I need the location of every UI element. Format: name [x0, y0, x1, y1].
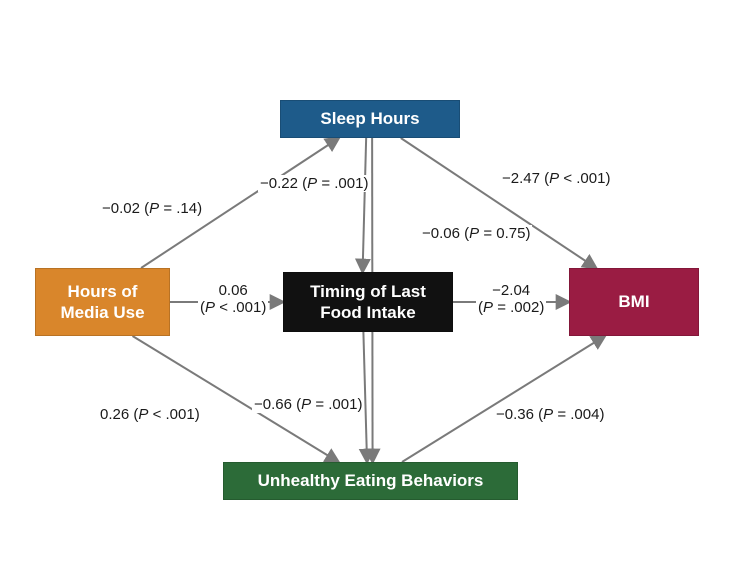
p-val: .001	[232, 299, 261, 316]
coef: −0.02	[102, 200, 140, 217]
p-op: =	[557, 406, 566, 423]
node-media: Hours ofMedia Use	[35, 268, 170, 336]
node-bmi: BMI	[569, 268, 699, 336]
coef: 0.06	[219, 282, 248, 299]
p-val: 0.75	[496, 225, 525, 242]
p-val: .001	[576, 170, 605, 187]
edge-sleep_timing	[363, 138, 367, 272]
edge-label-media_timing: 0.06(P < .001)	[198, 282, 268, 317]
p-val: .001	[328, 396, 357, 413]
p-letter: P	[543, 406, 553, 423]
p-op: =	[483, 225, 492, 242]
edge-label-unhealthy_bmi: −0.36 (P = .004)	[494, 406, 606, 423]
p-val: .001	[166, 406, 195, 423]
p-val: .004	[570, 406, 599, 423]
p-val: .002	[510, 299, 539, 316]
p-op: =	[497, 299, 506, 316]
p-op: =	[321, 175, 330, 192]
p-letter: P	[483, 299, 493, 316]
coef: −0.22	[260, 175, 298, 192]
node-timing: Timing of LastFood Intake	[283, 272, 453, 332]
coef: −0.06	[422, 225, 460, 242]
p-val: .001	[334, 175, 363, 192]
p-letter: P	[149, 200, 159, 217]
p-op: <	[219, 299, 228, 316]
edge-label-media_sleep: −0.02 (P = .14)	[100, 200, 204, 217]
p-op: <	[153, 406, 162, 423]
edge-label-timing_bmi: −2.04(P = .002)	[476, 282, 546, 317]
p-letter: P	[549, 170, 559, 187]
p-op: <	[563, 170, 572, 187]
edge-label-timing_unhealthy: −0.66 (P = .001)	[252, 396, 364, 413]
edge-unhealthy_bmi	[402, 336, 605, 462]
coef: −0.66	[254, 396, 292, 413]
edge-label-sleep_bmi: −2.47 (P < .001)	[500, 170, 612, 187]
coef: −2.47	[502, 170, 540, 187]
edge-label-sleep_unhealthy: −0.06 (P = 0.75)	[420, 225, 532, 242]
p-op: =	[315, 396, 324, 413]
p-letter: P	[205, 299, 215, 316]
node-unhealthy: Unhealthy Eating Behaviors	[223, 462, 518, 500]
p-letter: P	[307, 175, 317, 192]
coef: 0.26	[100, 406, 129, 423]
edge-label-sleep_timing: −0.22 (P = .001)	[258, 175, 370, 192]
p-letter: P	[301, 396, 311, 413]
coef: −2.04	[492, 282, 530, 299]
p-letter: P	[469, 225, 479, 242]
coef: −0.36	[496, 406, 534, 423]
node-sleep: Sleep Hours	[280, 100, 460, 138]
edge-label-media_unhealthy: 0.26 (P < .001)	[98, 406, 202, 423]
p-letter: P	[138, 406, 148, 423]
p-val: .14	[176, 200, 197, 217]
p-op: =	[163, 200, 172, 217]
edge-sleep_bmi	[401, 138, 596, 268]
